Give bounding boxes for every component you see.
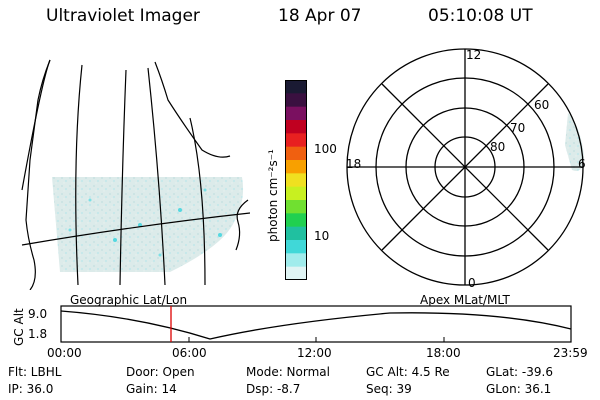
- mlt-label-6: 6: [578, 157, 586, 171]
- timeline-plot: [60, 305, 572, 343]
- colorbar-segment: [285, 226, 307, 241]
- lat-label-60: 60: [534, 98, 550, 112]
- colorbar-segment: [285, 160, 307, 174]
- colorbar: [285, 80, 307, 280]
- colorbar-segment: [285, 93, 307, 108]
- mlt-label-18: 18: [346, 157, 362, 171]
- colorbar-segment: [285, 253, 307, 268]
- instrument-title: Ultraviolet Imager: [46, 6, 200, 26]
- latitude-line: [21, 212, 250, 246]
- colorbar-segment: [285, 213, 307, 228]
- gc-alt-info: GC Alt: 4.5 Re: [366, 365, 450, 379]
- gc-alt-axis-title: GC Alt: [12, 308, 26, 346]
- x-tick-2359: 23:59: [553, 346, 588, 360]
- y-tick-1-8: 1.8: [28, 327, 48, 341]
- mlt-label-0: 0: [468, 276, 476, 290]
- longitude-line: [147, 67, 166, 286]
- colorbar-segment: [285, 173, 307, 188]
- geographic-map: [21, 59, 250, 290]
- x-tick-12: 12:00: [297, 346, 332, 360]
- time-label: 05:10:08 UT: [428, 6, 533, 26]
- coastline: [25, 59, 51, 290]
- uv-emission-edge: [565, 113, 584, 171]
- apex-label: Apex MLat/MLT: [420, 293, 510, 307]
- date-label: 18 Apr 07: [278, 6, 362, 26]
- lat-label-70: 70: [510, 121, 526, 135]
- geographic-label: Geographic Lat/Lon: [70, 293, 188, 307]
- glon-info: GLon: 36.1: [486, 382, 552, 396]
- colorbar-unit-label: photon cm⁻²s⁻¹: [266, 149, 280, 242]
- x-tick-06: 06:00: [172, 346, 207, 360]
- longitude-line: [75, 64, 83, 286]
- ip-info: IP: 36.0: [8, 382, 54, 396]
- coastline: [154, 61, 231, 158]
- colorbar-segment: [285, 200, 307, 214]
- coastline: [235, 199, 249, 251]
- colorbar-segment: [285, 266, 307, 280]
- door-info: Door: Open: [126, 365, 195, 379]
- longitude-line: [21, 59, 51, 191]
- filter-info: Flt: LBHL: [8, 365, 62, 379]
- colorbar-tick-10: 10: [314, 229, 330, 243]
- dsp-info: Dsp: -8.7: [246, 382, 301, 396]
- gain-info: Gain: 14: [126, 382, 177, 396]
- mlt-diagonal: [381, 83, 549, 251]
- longitude-line: [119, 69, 127, 286]
- colorbar-segment: [285, 120, 307, 134]
- colorbar-segment: [285, 133, 307, 148]
- uv-emission-region: [52, 177, 244, 272]
- polar-plot: [346, 48, 584, 286]
- colorbar-segment: [285, 146, 307, 161]
- colorbar-segment: [285, 80, 307, 94]
- colorbar-frame: [285, 80, 307, 280]
- mlt-label-12: 12: [466, 48, 482, 62]
- colorbar-segment: [285, 186, 307, 201]
- y-tick-9: 9.0: [28, 307, 48, 321]
- glat-info: GLat: -39.6: [486, 365, 553, 379]
- colorbar-segment: [285, 106, 307, 121]
- x-tick-18: 18:00: [426, 346, 461, 360]
- lat-label-80: 80: [490, 140, 506, 154]
- seq-info: Seq: 39: [366, 382, 412, 396]
- mode-info: Mode: Normal: [246, 365, 330, 379]
- longitude-line: [189, 117, 206, 286]
- colorbar-segment: [285, 240, 307, 254]
- x-tick-00: 00:00: [47, 346, 82, 360]
- altitude-curve: [60, 310, 572, 340]
- colorbar-tick-100: 100: [314, 142, 337, 156]
